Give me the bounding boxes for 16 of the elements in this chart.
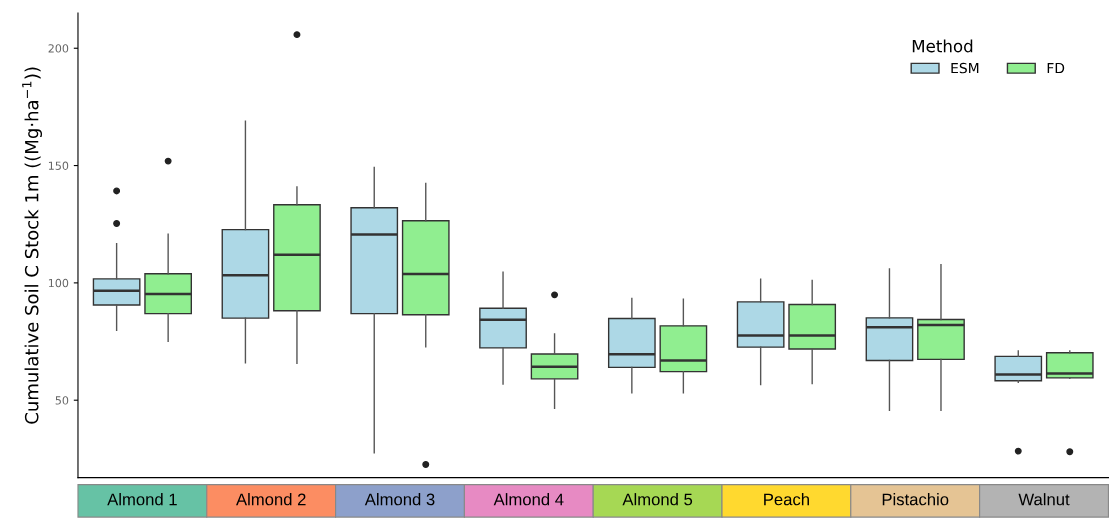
x-tick-label: Almond 3: [364, 493, 435, 506]
x-tick-label: Pistachio: [882, 493, 949, 506]
x-tick-label: Almond 2: [236, 493, 306, 506]
x-tick-label: Almond 1: [107, 493, 177, 506]
legend-title: Method: [912, 39, 973, 53]
x-tick-label: Almond 4: [493, 493, 564, 506]
y-tick-label: 150: [48, 161, 69, 170]
y-tick-label: 50: [55, 396, 69, 405]
legend-label: FD: [1047, 62, 1065, 74]
y-tick-label: 200: [48, 44, 69, 53]
y-tick-label: 100: [48, 278, 69, 288]
x-tick-label: Almond 5: [622, 493, 693, 506]
x-tick-label: Peach: [764, 493, 809, 506]
legend-label: ESM: [951, 62, 979, 74]
y-axis-title: Cumulative Soil C Stock 1m ((Mg·ha$^{−1}$)): [22, 67, 43, 424]
x-tick-label: Walnut: [1018, 493, 1070, 506]
